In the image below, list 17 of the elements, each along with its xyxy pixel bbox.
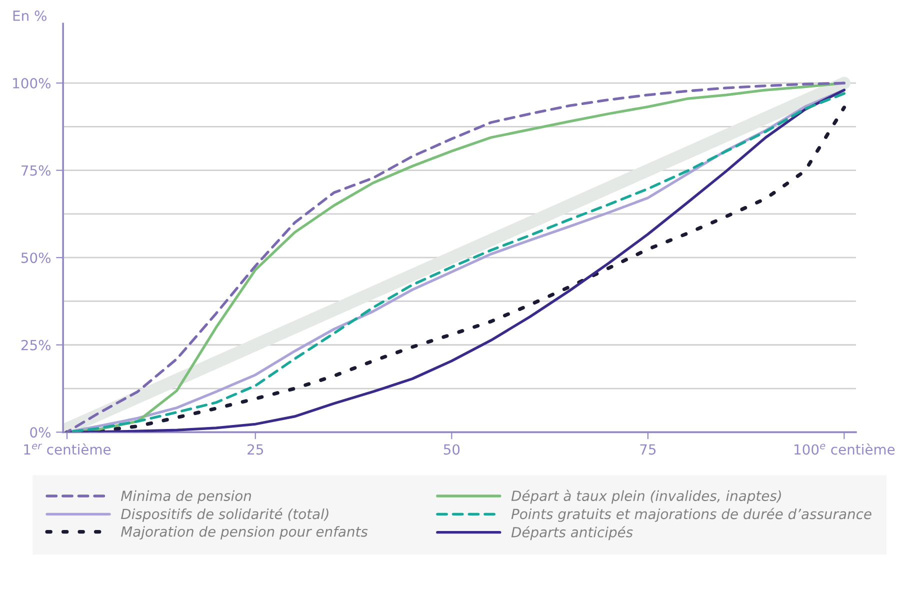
y-tick-label: 75%	[22, 165, 50, 176]
legend-label: Départs anticipés	[511, 526, 633, 540]
legend-label: Minima de pension	[121, 490, 251, 504]
y-tick-label: 100%	[13, 78, 50, 89]
legend-label: Majoration de pension pour enfants	[121, 526, 368, 540]
x-tick-label: 1$^{er}$ centième	[24, 443, 111, 455]
x-tick-label: 100$^{e}$ centième	[794, 443, 895, 455]
y-tick-label: 0%	[30, 427, 50, 438]
y-tick-label: 25%	[21, 340, 50, 350]
x-tick-label: 75	[640, 444, 656, 455]
y-axis-title: En %	[13, 10, 46, 21]
y-tick-label: 50%	[21, 252, 50, 264]
x-tick-label: 25	[248, 444, 264, 455]
x-tick-label: 50	[444, 444, 460, 455]
legend-label: Dispositifs de solidarité (total)	[121, 508, 328, 522]
legend-label: Points gratuits et majorations de durée d’assurance	[511, 508, 872, 522]
legend-label: Départ à taux plein (invalides, inaptes)	[511, 490, 781, 504]
